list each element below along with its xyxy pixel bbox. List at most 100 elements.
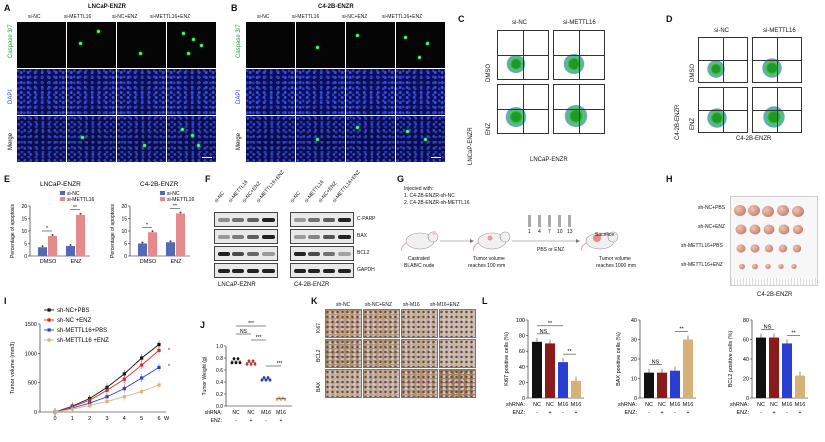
panel-a-image-dapi-3 (117, 69, 166, 115)
panel-f-letter: F (205, 174, 211, 184)
y-tick-label: 20 (743, 377, 749, 383)
tumor-row-3: sh-METTL16+PBS (681, 243, 723, 249)
sig-label: ** (73, 205, 77, 211)
data-point (238, 361, 242, 365)
x-tick-label: ENZ (171, 259, 183, 265)
x-tick-label: ENZ (71, 259, 83, 265)
panel-a-image-caspase-3 (117, 22, 166, 68)
bar (683, 339, 693, 398)
ihc-image (439, 309, 476, 338)
chart-title: C4-2B-ENZR (140, 181, 179, 188)
data-point (88, 403, 92, 408)
panel-a-col-3: si-NC+ENZ (112, 14, 138, 20)
y-tick-label: 20 (21, 204, 27, 210)
enz-label: + (574, 410, 577, 416)
protein-label-cparp: C-PARP (357, 216, 376, 222)
shrna-label: NC (546, 402, 554, 408)
ruler (731, 278, 817, 285)
data-point (157, 365, 161, 370)
panel-h-letter: H (666, 174, 673, 184)
sig-label: *** (256, 335, 262, 341)
blot-cell-lncap: LNCaP-EZNR (218, 282, 256, 288)
flow-plot-c-1 (497, 30, 549, 80)
injected-1: 1. C4-2B-ENZR-sh-NC (404, 193, 455, 199)
blot-c42b-cparp (290, 212, 354, 227)
y-tick-label: 1.0 (216, 344, 223, 350)
panel-b-image-merge-2 (296, 116, 345, 162)
panel-a-col-4: si-METTL16+ENZ (150, 14, 191, 20)
blot-lane-labels: si-NC si-METTL16 si-NC+ENZ si-METTL16+EN… (213, 169, 400, 208)
injected-title: Injected with: (404, 186, 434, 192)
x-tick-label: DMSO (140, 259, 157, 265)
x-tick-label: 0 (53, 416, 56, 422)
panel-j-letter: J (200, 320, 206, 330)
syringe-icons (528, 215, 571, 227)
panel-a-image-merge-3 (117, 116, 166, 162)
mouse-icon (473, 231, 511, 252)
data-point (122, 377, 126, 381)
shrna-label: NC (232, 410, 240, 416)
y-tick-label: 0 (522, 396, 525, 402)
legend-swatch (60, 191, 65, 195)
y-tick-label: 0 (24, 254, 27, 260)
flow-plot-c-2 (553, 30, 605, 80)
sig-label: ** (548, 321, 553, 327)
y-tick-label: 0 (746, 396, 749, 402)
y-tick-label: 20 (631, 357, 637, 363)
enz-row-label: ENZ: (512, 410, 525, 416)
panel-a-image-merge-2 (67, 116, 116, 162)
y-tick-label: 1000 (25, 351, 37, 357)
flow-plot-d-1 (698, 37, 748, 83)
panel-a-title: LNCaP-ENZR (88, 4, 127, 10)
bar (166, 242, 175, 256)
panel-a-row-caspase: Caspase 3/7 (8, 24, 14, 58)
sig-label: * (168, 348, 170, 354)
arrow-head (470, 239, 474, 243)
blot-c42b-bax (290, 229, 354, 244)
y-tick-label: 40 (743, 357, 749, 363)
sig-label: ** (791, 330, 796, 336)
panel-b-image-caspase-1 (246, 22, 295, 68)
sig-label: *** (277, 361, 283, 367)
mouse3-line2: reaches 1000 mm (596, 263, 637, 269)
sig-label: * (168, 364, 170, 370)
bar (795, 375, 805, 398)
bar (532, 341, 542, 398)
enz-row-label: ENZ: (211, 418, 222, 424)
data-point (140, 389, 144, 394)
shrna-label: M16 (276, 410, 286, 416)
panel-b-title: C4-2B-ENZR (318, 4, 354, 10)
flow-plot-d-4 (752, 87, 802, 133)
panel-a-image-merge-4 (167, 116, 216, 162)
data-point (157, 342, 161, 347)
panel-a-col-1: si-NC (28, 14, 41, 20)
data-point (157, 348, 161, 352)
legend-label: sh-METTL16 +ENZ (57, 338, 109, 344)
data-point (105, 399, 109, 404)
enz-row-label: ENZ: (736, 410, 749, 416)
legend-label: si-METTL16 (167, 197, 194, 203)
ihc-image (401, 309, 438, 338)
data-point (169, 240, 172, 243)
panel-b-col-1: si-NC (257, 14, 270, 20)
enz-label: + (772, 410, 775, 416)
enz-label: - (674, 410, 676, 416)
chart-title: LNCaP-ENZR (40, 181, 81, 188)
flow-plot-d-2 (752, 37, 802, 83)
data-point (283, 398, 287, 401)
mouse2-line1: Tumor volume (473, 256, 505, 262)
bar (138, 243, 147, 256)
data-point (249, 362, 253, 366)
enz-label: - (648, 410, 650, 416)
legend-label: si-METTL16 (67, 197, 94, 203)
lane-label: si-NC (213, 190, 227, 204)
panel-b-image-dapi-3 (346, 69, 395, 115)
blot-c42b-gapdh (290, 263, 354, 278)
data-point (262, 376, 266, 379)
panel-a-image-caspase-1 (17, 22, 66, 68)
legend-label: si-NC (67, 191, 80, 197)
y-tick-label: 60 (743, 338, 749, 344)
panel-b-image-merge-3 (346, 116, 395, 162)
panel-d-bottom-label: C4-2B-ENZR (736, 136, 772, 142)
